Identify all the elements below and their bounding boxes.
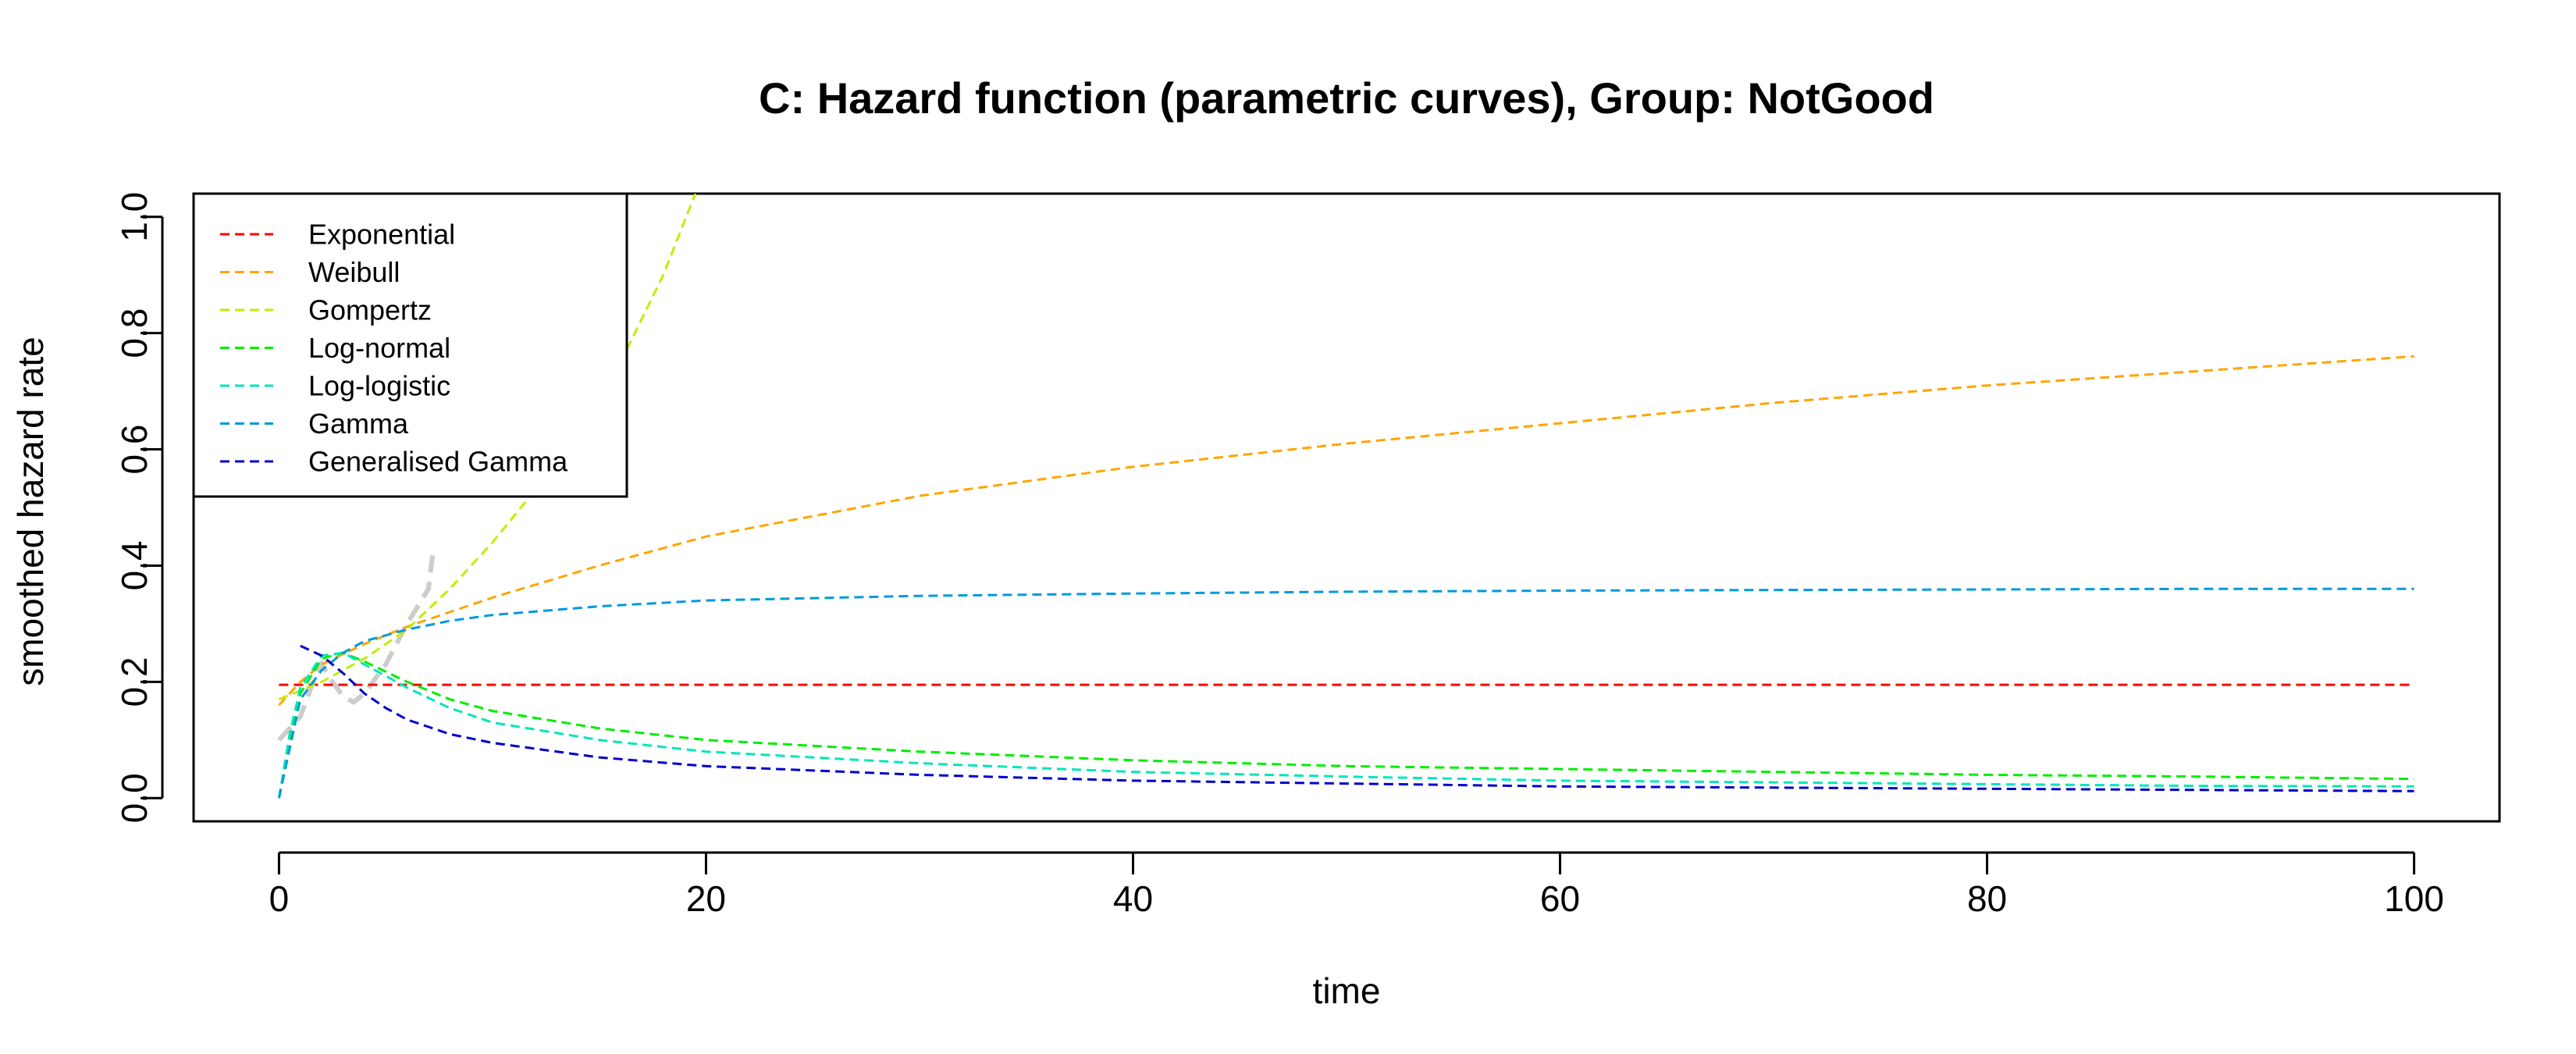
y-tick-label: 1.0: [114, 192, 155, 242]
x-tick-label: 80: [1967, 878, 2007, 919]
legend-label-gompertz: Gompertz: [308, 294, 432, 326]
y-tick-label: 0.2: [114, 657, 155, 707]
series-line-log-normal: [277, 651, 2414, 799]
y-axis-label: smoothed hazard rate: [10, 336, 51, 686]
legend-label-exponential: Exponential: [308, 219, 455, 251]
legend-label-log-logistic: Log-logistic: [308, 370, 450, 402]
chart-title: C: Hazard function (parametric curves), …: [759, 73, 1934, 123]
legend-box: [192, 192, 628, 498]
series-lines: [277, 194, 2414, 799]
series-line-generalised-gamma: [300, 644, 2414, 792]
empirical-hazard-line: [277, 554, 436, 742]
series-line-gompertz: [278, 194, 697, 701]
legend-label-log-normal: Log-normal: [308, 332, 450, 364]
series-line-gamma: [277, 587, 2414, 799]
y-tick-label: 0.8: [114, 308, 155, 358]
legend-label-generalised-gamma: Generalised Gamma: [308, 446, 568, 478]
plot-frame: [192, 192, 2501, 823]
y-tick-label: 0.4: [114, 540, 155, 590]
series-line-weibull: [278, 354, 2414, 707]
y-tick-label: 0.6: [114, 425, 155, 475]
x-axis-ticks: 0 20 40 60 80 100: [269, 851, 2444, 919]
legend-label-gamma: Gamma: [308, 408, 409, 440]
x-tick-label: 0: [269, 878, 290, 919]
x-tick-label: 40: [1113, 878, 1153, 919]
legend-label-weibull: Weibull: [308, 256, 400, 288]
x-tick-label: 20: [686, 878, 726, 919]
legend: Exponential Weibull Gompertz Log-normal Log-…: [192, 192, 628, 498]
y-axis-ticks: 0.0 0.2 0.4 0.6 0.8 1.0: [114, 192, 164, 823]
x-axis-label: time: [1313, 970, 1381, 1011]
y-tick-label: 0.0: [114, 773, 155, 823]
x-tick-label: 100: [2384, 878, 2444, 919]
x-tick-label: 60: [1540, 878, 1580, 919]
